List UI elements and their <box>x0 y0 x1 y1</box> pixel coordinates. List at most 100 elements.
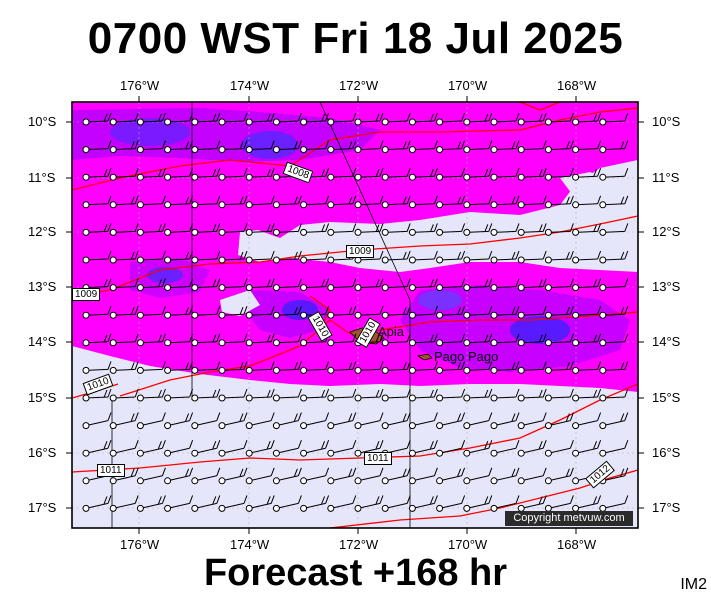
wind-barb <box>544 440 574 457</box>
wind-barb <box>436 195 466 209</box>
wind-barb <box>544 412 574 430</box>
wind-barb <box>82 333 112 347</box>
wind-barb <box>436 140 466 154</box>
lat-label-left: 15°S <box>28 390 57 405</box>
wind-barb <box>218 412 248 430</box>
copyright-badge: Copyright metvuw.com <box>505 511 633 526</box>
wind-barb <box>490 440 520 457</box>
wind-barb <box>354 467 384 485</box>
wind-barb <box>300 495 330 512</box>
wind-barb <box>544 250 574 264</box>
wind-barb <box>436 388 466 402</box>
wind-barb <box>381 223 411 236</box>
wind-barb <box>136 140 166 154</box>
wind-barb <box>544 168 574 181</box>
wind-barb <box>327 140 357 154</box>
wind-barb <box>245 495 275 512</box>
wind-barb <box>245 440 275 457</box>
wind-barb <box>517 250 547 264</box>
wind-barb <box>463 388 493 402</box>
wind-barb <box>381 412 411 430</box>
wind-barb <box>381 250 411 264</box>
wind-barb <box>300 361 330 374</box>
wind-barb <box>408 140 438 154</box>
wind-barb <box>408 388 438 402</box>
wind-barb <box>354 388 384 402</box>
wind-barb <box>272 195 302 209</box>
wind-barb <box>381 112 411 126</box>
wind-barb <box>517 112 547 126</box>
lon-label-top: 174°W <box>230 78 270 93</box>
wind-barb <box>544 223 574 236</box>
wind-barb <box>272 112 302 126</box>
wind-barb <box>517 412 547 430</box>
wind-barb <box>490 168 520 181</box>
wind-barb <box>490 250 520 264</box>
wind-barb <box>408 467 438 485</box>
wind-barb <box>463 495 493 512</box>
lat-label-right: 12°S <box>652 224 681 239</box>
wind-barb <box>463 412 493 430</box>
wind-barbs <box>82 112 629 512</box>
wind-barb <box>272 440 302 457</box>
wind-barb <box>463 306 493 319</box>
wind-barb <box>327 168 357 181</box>
wind-barb <box>109 168 139 181</box>
wind-barb <box>436 306 466 319</box>
wind-barb <box>300 306 330 319</box>
wind-barb <box>218 306 248 319</box>
wind-barb <box>544 112 574 126</box>
wind-barb <box>272 333 302 347</box>
wind-barb <box>136 278 166 292</box>
wind-barb <box>408 361 438 374</box>
wind-barb <box>327 278 357 292</box>
wind-barb <box>572 306 602 319</box>
wind-barb <box>436 112 466 126</box>
lat-label-left: 11°S <box>28 170 56 185</box>
wind-barb <box>136 467 166 485</box>
lat-label-right: 13°S <box>652 279 681 294</box>
wind-barb <box>544 388 574 402</box>
wind-barb <box>164 306 194 319</box>
wind-barb <box>436 333 466 347</box>
wind-barb <box>164 250 194 264</box>
wind-barb <box>599 195 629 209</box>
wind-barb <box>354 112 384 126</box>
wind-barb <box>136 195 166 209</box>
wind-barb <box>164 112 194 126</box>
wind-barb <box>191 467 221 485</box>
wind-barb <box>272 361 302 374</box>
wind-barb <box>490 112 520 126</box>
wind-barb <box>218 195 248 209</box>
wind-barb <box>245 223 275 236</box>
wind-barb <box>218 112 248 126</box>
wind-barb <box>245 112 275 126</box>
wind-barb <box>191 306 221 319</box>
wind-barb <box>463 250 493 264</box>
wind-barb <box>408 112 438 126</box>
wind-barb <box>517 195 547 209</box>
lon-label-top: 176°W <box>120 78 160 93</box>
wind-barb <box>218 168 248 181</box>
wind-barb <box>300 195 330 209</box>
wind-barb <box>572 250 602 264</box>
wind-barb <box>354 195 384 209</box>
wind-barb <box>327 306 357 319</box>
wind-barb <box>245 333 275 347</box>
wind-barb <box>436 223 466 236</box>
wind-barb <box>82 250 112 264</box>
wind-barb <box>354 140 384 154</box>
wind-barb <box>599 112 629 126</box>
wind-barb <box>109 306 139 319</box>
wind-barb <box>164 388 194 402</box>
wind-barb <box>109 412 139 430</box>
wind-barb <box>490 333 520 347</box>
wind-barb <box>572 361 602 374</box>
wind-barb <box>408 440 438 457</box>
wind-barb <box>408 250 438 264</box>
wind-barb <box>245 140 275 154</box>
wind-barb <box>408 168 438 181</box>
wind-barb <box>218 495 248 512</box>
wind-barb <box>572 112 602 126</box>
wind-barb <box>82 388 112 402</box>
